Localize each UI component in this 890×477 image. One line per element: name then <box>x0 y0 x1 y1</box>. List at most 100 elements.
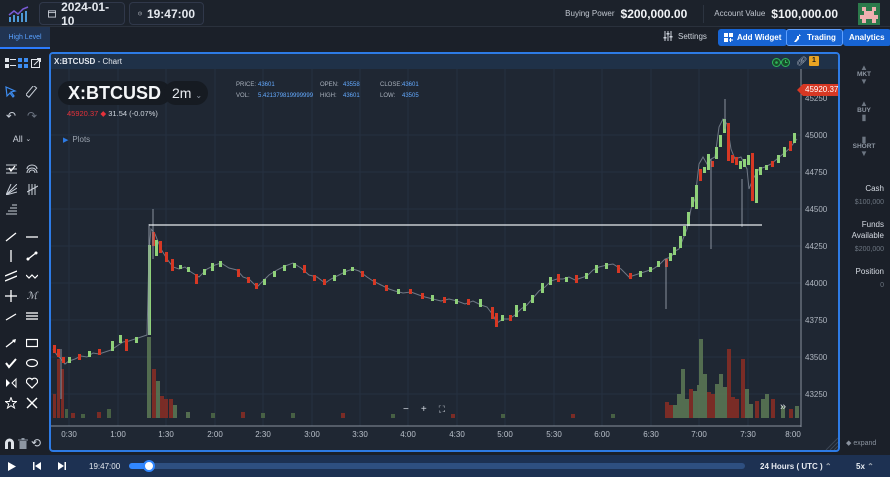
cross-icon[interactable] <box>24 395 40 411</box>
funds-label-line2: Available <box>851 231 884 240</box>
horizontal-line-icon[interactable] <box>24 229 40 245</box>
zoom-out-button[interactable]: − <box>403 403 409 415</box>
skip-forward-icon <box>58 462 66 470</box>
crosshair-icon[interactable] <box>3 288 19 304</box>
expand-label: expand <box>853 440 877 447</box>
step-forward-button[interactable] <box>58 455 66 477</box>
filter-dropdown[interactable]: All ⌄ <box>7 131 37 147</box>
bar-icon: ▮ <box>861 113 867 122</box>
pattern-tool-icon[interactable] <box>3 161 19 177</box>
gann-box-icon[interactable] <box>24 181 40 197</box>
grid-layout-icon[interactable] <box>15 55 31 71</box>
scroll-to-latest-button[interactable]: » <box>779 401 787 413</box>
magnet-icon[interactable] <box>1 435 17 451</box>
time-picker[interactable]: 19:47:00 <box>129 2 204 25</box>
analytics-label: Analytics <box>849 33 885 42</box>
x-tick: 2:30 <box>255 430 271 439</box>
high-label: HIGH: <box>320 93 337 99</box>
expand-triangle-icon: ▶ <box>63 137 69 144</box>
ruler-icon[interactable] <box>24 84 40 100</box>
price-change: 45920.37 ◆ 31.54 (-0.07%) <box>67 109 158 118</box>
playback-bar: 19:47:00 24 Hours ( UTC ) ⌃ 5x ⌃ <box>0 455 890 477</box>
trash-icon[interactable] <box>15 435 31 451</box>
skip-back-icon <box>33 462 41 470</box>
zigzag-icon[interactable] <box>24 268 40 284</box>
short-button[interactable]: ▮ SHORT ▼ <box>842 136 886 158</box>
vol-label: VOL: <box>236 93 250 99</box>
y-tick: 45000 <box>805 131 828 140</box>
bowtie-icon[interactable] <box>3 375 19 391</box>
interval-dropdown[interactable]: 2m ⌄ <box>164 81 208 105</box>
tab-high-level[interactable]: High Level <box>0 27 50 49</box>
parallel-channel-icon[interactable] <box>3 268 19 284</box>
chart-widget-title: X:BTCUSD - Chart 🔗︎ 1 <box>51 54 838 69</box>
fib-retracement-icon[interactable] <box>3 201 19 217</box>
fib-fan-icon[interactable] <box>3 181 19 197</box>
timezone-dropdown[interactable]: 24 Hours ( UTC ) ⌃ <box>760 455 832 477</box>
last-price-tag: 45920.37 <box>797 84 838 96</box>
ray-icon[interactable] <box>24 248 40 264</box>
ellipse-icon[interactable] <box>24 355 40 371</box>
sync-status-icon[interactable] <box>772 57 790 67</box>
account-value-label: Account Value <box>714 9 766 18</box>
link-group-badge[interactable]: 1 <box>809 56 819 66</box>
date-value: 2024-01-10 <box>61 0 110 28</box>
expand-button[interactable]: ◆ expand <box>846 439 876 447</box>
buying-power-label: Buying Power <box>565 9 615 18</box>
date-picker[interactable]: 2024-01-10 <box>39 0 125 28</box>
zoom-controls: − + ⛶ <box>397 402 451 416</box>
fib-arc-icon[interactable] <box>24 161 40 177</box>
trend-line-icon[interactable] <box>3 229 19 245</box>
vertical-line-icon[interactable] <box>3 248 19 264</box>
settings-button[interactable]: Settings <box>663 31 707 41</box>
market-order-button[interactable]: ▲ MKT ▼ <box>842 64 886 86</box>
checkmark-icon[interactable] <box>3 355 19 371</box>
candlestick-chart[interactable] <box>51 69 840 452</box>
brush-icon[interactable]: ℳ <box>26 290 38 302</box>
trading-button[interactable]: Trading <box>786 29 843 46</box>
play-icon <box>8 461 16 471</box>
y-tick: 44750 <box>805 168 828 177</box>
star-icon[interactable] <box>3 395 19 411</box>
analytics-button[interactable]: Analytics <box>843 29 890 46</box>
zoom-in-button[interactable]: + <box>420 403 427 415</box>
symbol-badge[interactable]: X:BTCUSD <box>58 81 171 105</box>
plots-toggle[interactable]: ▶ Plots <box>63 135 90 144</box>
playback-slider[interactable] <box>129 463 745 469</box>
cursor-select-icon[interactable] <box>3 84 19 100</box>
fit-screen-button[interactable]: ⛶ <box>438 403 445 414</box>
buy-button[interactable]: ▲ BUY ▮ <box>842 99 886 122</box>
redo-icon[interactable]: ↷ <box>26 109 38 123</box>
chevron-down-icon: ⌄ <box>195 91 203 100</box>
menu-lines-icon[interactable] <box>24 308 40 324</box>
slider-handle[interactable] <box>143 460 155 472</box>
reset-icon[interactable]: ⟲ <box>30 436 42 450</box>
undo-icon[interactable]: ↶ <box>5 109 17 123</box>
y-tick: 43250 <box>805 390 828 399</box>
last-price: 45920.37 <box>67 109 99 118</box>
chevron-up-icon: ⌃ <box>867 461 874 471</box>
step-back-button[interactable] <box>33 455 41 477</box>
widget-title-suffix: - Chart <box>95 57 123 66</box>
play-button[interactable] <box>8 455 16 477</box>
avatar[interactable] <box>858 3 880 25</box>
down-arrow-icon: ◆ <box>100 109 107 118</box>
change-value: 31.54 (-0.07%) <box>108 109 158 118</box>
up-arrow-icon: ▲ <box>860 99 868 108</box>
heart-icon[interactable] <box>24 375 40 391</box>
list-layout-icon[interactable] <box>2 55 18 71</box>
sliders-icon <box>663 31 673 41</box>
link-icon[interactable]: 🔗︎ <box>796 56 808 66</box>
y-tick: 45250 <box>805 94 828 103</box>
y-tick: 43750 <box>805 316 828 325</box>
rectangle-icon[interactable] <box>24 335 40 351</box>
popout-icon[interactable] <box>28 55 44 71</box>
segment-icon[interactable] <box>3 308 19 324</box>
add-widget-button[interactable]: Add Widget <box>718 29 788 46</box>
price-axis[interactable]: 45250 45000 44750 44500 44250 44000 4375… <box>801 69 838 450</box>
speed-dropdown[interactable]: 5x ⌃ <box>856 455 874 477</box>
order-panel: ▲ MKT ▼ ▲ BUY ▮ ▮ SHORT ▼ Cash $100,000 … <box>842 52 890 454</box>
x-tick: 1:00 <box>110 430 126 439</box>
chart-area[interactable]: X:BTCUSD 2m ⌄ 45920.37 ◆ 31.54 (-0.07%) … <box>51 69 840 452</box>
arrow-line-icon[interactable] <box>3 335 19 351</box>
